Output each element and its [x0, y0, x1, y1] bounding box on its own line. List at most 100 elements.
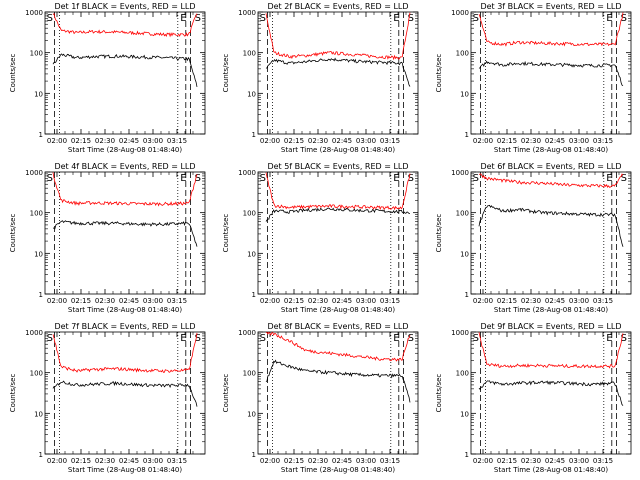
- segment-marker-s: S: [195, 13, 201, 24]
- x-tick-label: 03:00: [143, 297, 163, 305]
- x-tick-label: 02:45: [119, 297, 139, 305]
- segment-marker-s: S: [195, 333, 201, 344]
- x-axis-label: Start Time (28-Aug-08 01:48:40): [68, 466, 182, 474]
- segment-marker-s: S: [408, 13, 414, 24]
- segment-marker-s: S: [408, 173, 414, 184]
- x-tick-label: 02:15: [497, 457, 517, 465]
- x-tick-label: 03:15: [167, 137, 187, 145]
- series-line-lld: [265, 172, 411, 211]
- x-tick-label: 03:00: [356, 457, 376, 465]
- segment-marker-e: E: [180, 333, 186, 344]
- x-axis-label: Start Time (28-Aug-08 01:48:40): [494, 306, 608, 314]
- y-tick-label: 100: [243, 210, 256, 218]
- x-tick-label: 02:00: [473, 297, 493, 305]
- plot-frame: [44, 11, 206, 135]
- x-tick-label: 02:15: [71, 297, 91, 305]
- series-line-lld: [52, 332, 198, 373]
- chart-title: Det 9f BLACK = Events, RED = LLD: [480, 322, 621, 331]
- x-tick-label: 02:15: [497, 297, 517, 305]
- x-axis-label: Start Time (28-Aug-08 01:48:40): [281, 146, 395, 154]
- segment-marker-s: S: [195, 173, 201, 184]
- x-tick-label: 02:15: [284, 457, 304, 465]
- x-tick-label: 02:15: [497, 137, 517, 145]
- x-tick-label: 03:15: [380, 297, 400, 305]
- y-tick-label: 100: [243, 50, 256, 58]
- y-tick-label: 1000: [451, 9, 469, 17]
- y-axis-label: Counts/sec: [435, 54, 443, 93]
- x-tick-label: 02:00: [473, 457, 493, 465]
- x-tick-label: 03:15: [167, 457, 187, 465]
- y-tick-label: 1000: [25, 169, 43, 177]
- series-line-events: [265, 359, 411, 403]
- x-axis-label: Start Time (28-Aug-08 01:48:40): [494, 146, 608, 154]
- x-tick-label: 02:15: [71, 457, 91, 465]
- x-tick-label: 02:45: [332, 457, 352, 465]
- segment-marker-s: S: [47, 13, 53, 24]
- chart-panel-3: Det 3f BLACK = Events, RED = LLD 1 10 100 10…: [435, 2, 632, 154]
- chart-title: Det 7f BLACK = Events, RED = LLD: [54, 322, 195, 331]
- y-tick-label: 10: [34, 250, 43, 258]
- x-tick-label: 02:00: [260, 297, 280, 305]
- x-tick-label: 02:30: [308, 137, 328, 145]
- x-tick-label: 03:15: [593, 137, 613, 145]
- x-tick-label: 03:00: [143, 457, 163, 465]
- x-tick-label: 02:30: [308, 297, 328, 305]
- x-tick-label: 02:15: [71, 137, 91, 145]
- segment-marker-s: S: [473, 13, 479, 24]
- y-tick-label: 1000: [25, 329, 43, 337]
- plot-frame: [257, 171, 419, 295]
- y-tick-label: 1: [252, 131, 256, 139]
- y-tick-label: 1000: [238, 9, 256, 17]
- plot-frame: [44, 331, 206, 455]
- y-tick-label: 10: [34, 410, 43, 418]
- y-tick-label: 1: [252, 291, 256, 299]
- chart-panel-2: Det 2f BLACK = Events, RED = LLD 1 10 100 10…: [222, 2, 419, 154]
- series-line-lld: [52, 12, 198, 38]
- series-line-lld: [478, 173, 624, 189]
- plot-frame: [257, 11, 419, 135]
- x-tick-label: 03:00: [569, 297, 589, 305]
- y-tick-label: 1: [252, 451, 256, 459]
- segment-marker-s: S: [260, 333, 266, 344]
- series-line-events: [52, 220, 198, 247]
- y-tick-label: 1: [465, 291, 469, 299]
- x-tick-label: 02:00: [47, 137, 67, 145]
- y-axis-label: Counts/sec: [9, 214, 17, 253]
- y-tick-label: 1: [39, 291, 43, 299]
- segment-marker-s: S: [621, 173, 627, 184]
- series-line-events: [478, 380, 624, 406]
- chart-panel-9: Det 9f BLACK = Events, RED = LLD 1 10 100 10…: [435, 322, 632, 474]
- y-tick-label: 100: [243, 370, 256, 378]
- y-axis-label: Counts/sec: [222, 54, 230, 93]
- x-tick-label: 02:45: [545, 137, 565, 145]
- y-tick-label: 10: [247, 90, 256, 98]
- segment-marker-s: S: [47, 333, 53, 344]
- x-tick-label: 03:00: [569, 457, 589, 465]
- series-line-lld: [52, 172, 198, 207]
- x-tick-label: 02:45: [119, 457, 139, 465]
- series-line-events: [265, 57, 411, 87]
- segment-marker-e: E: [393, 173, 399, 184]
- x-tick-label: 02:45: [545, 457, 565, 465]
- x-tick-label: 02:45: [119, 137, 139, 145]
- series-line-events: [52, 380, 198, 407]
- y-tick-label: 100: [30, 210, 43, 218]
- y-tick-label: 10: [34, 90, 43, 98]
- plot-frame: [470, 331, 632, 455]
- segment-marker-s: S: [47, 173, 53, 184]
- x-tick-label: 03:00: [569, 137, 589, 145]
- y-tick-label: 1: [39, 451, 43, 459]
- chart-title: Det 5f BLACK = Events, RED = LLD: [267, 162, 408, 171]
- segment-marker-s: S: [621, 333, 627, 344]
- chart-title: Det 8f BLACK = Events, RED = LLD: [267, 322, 408, 331]
- y-tick-label: 1000: [238, 169, 256, 177]
- series-line-lld: [265, 12, 411, 61]
- y-tick-label: 10: [247, 410, 256, 418]
- x-axis-label: Start Time (28-Aug-08 01:48:40): [281, 466, 395, 474]
- x-tick-label: 02:00: [260, 137, 280, 145]
- series-line-lld: [478, 12, 624, 47]
- y-axis-label: Counts/sec: [9, 54, 17, 93]
- y-tick-label: 100: [30, 50, 43, 58]
- y-tick-label: 1000: [451, 169, 469, 177]
